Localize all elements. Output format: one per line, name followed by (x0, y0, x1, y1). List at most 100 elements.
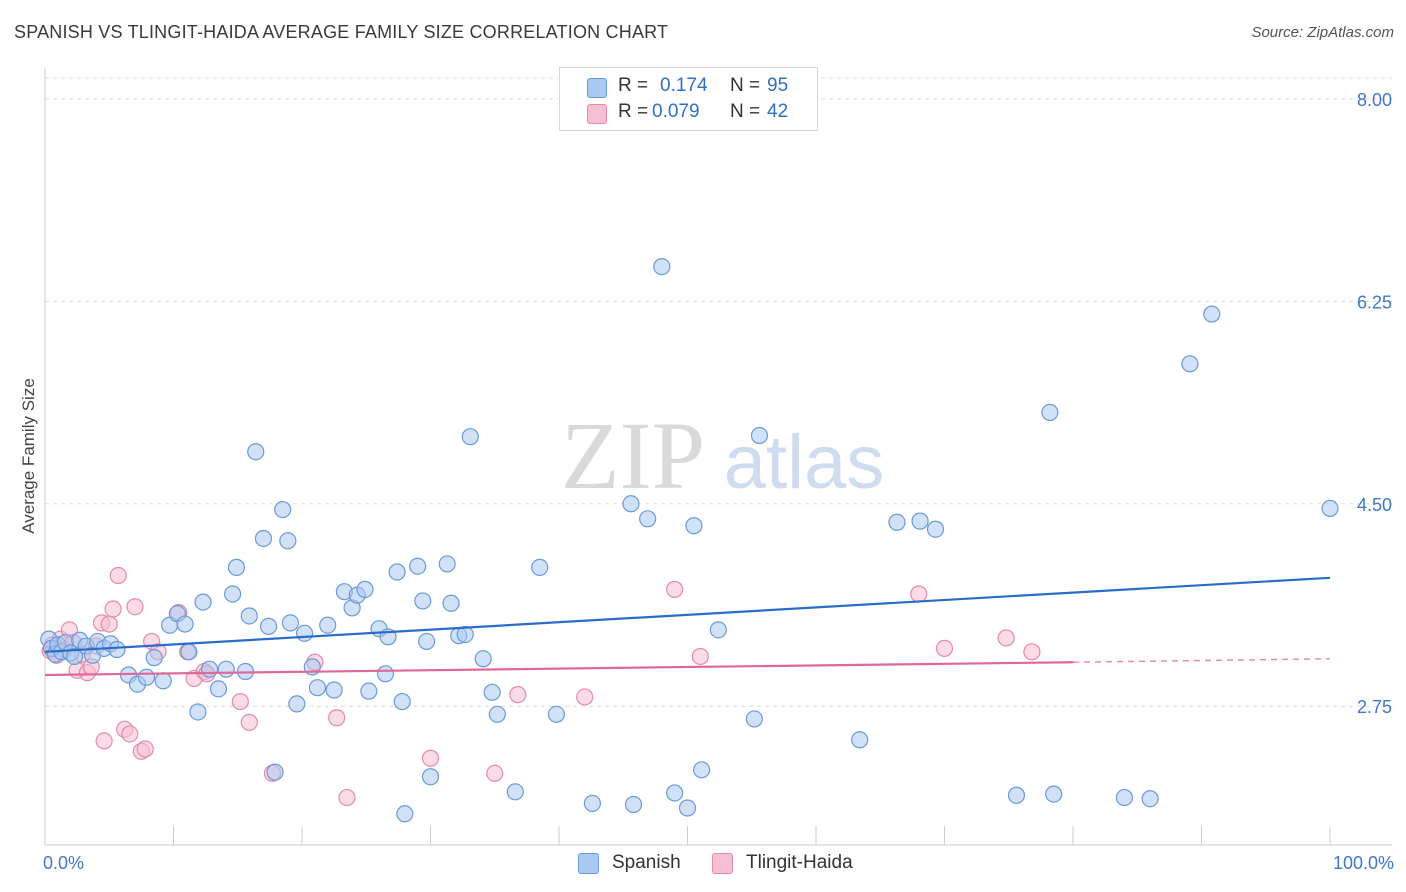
series-legend: Spanish Tlingit-Haida (0, 852, 1406, 876)
spanish-point (851, 731, 869, 749)
spanish-point (750, 426, 769, 445)
tlingit-haida-point (666, 580, 684, 598)
spanish-point (356, 580, 374, 598)
spanish-point (926, 520, 945, 538)
spanish-point (1181, 355, 1199, 373)
spanish-point (1115, 788, 1134, 807)
n-label: N = (730, 75, 761, 96)
spanish-point (709, 621, 727, 639)
tlingit-haida-point (109, 566, 127, 585)
spanish-point (279, 532, 297, 550)
tlingit-haida-point (935, 639, 954, 657)
spanish-point (414, 592, 432, 610)
spanish-point (266, 763, 284, 781)
spanish-point (409, 557, 427, 575)
spanish-point (421, 768, 440, 786)
n-label: N = (730, 101, 761, 122)
spanish-swatch (578, 853, 599, 874)
axes (44, 68, 1392, 846)
legend-row-spanish: R = 0.174 N = 95 (560, 75, 817, 101)
r-label: R = (618, 101, 649, 122)
spanish-point (583, 794, 602, 812)
spanish-point (911, 512, 929, 530)
spanish-point (240, 607, 258, 625)
spanish-point (678, 799, 697, 817)
tlingit-swatch (712, 853, 733, 874)
spanish-point (65, 647, 84, 666)
x-tick-label-max: 100.0% (1333, 853, 1394, 873)
legend-row-tlingit: R = 0.079 N = 42 (560, 101, 817, 127)
spanish-point (360, 682, 378, 700)
spanish-point (194, 593, 212, 611)
spanish-trend-line (44, 576, 1331, 653)
tlingit-haida-point (486, 764, 504, 782)
spanish-point (456, 625, 474, 644)
source-credit: Source: ZipAtlas.com (1251, 24, 1394, 41)
tlingit-swatch (587, 104, 607, 124)
y-tick-label: 4.50 (1357, 495, 1392, 515)
spanish-point (1203, 305, 1221, 323)
tlingit-haida-point (1023, 643, 1041, 661)
y-tick-label: 6.25 (1357, 292, 1392, 312)
spanish-point (483, 683, 501, 701)
tlingit-haida-point (136, 740, 154, 758)
spanish-n-value: 95 (767, 75, 789, 96)
spanish-point (154, 672, 172, 690)
spanish-point (888, 513, 906, 531)
spanish-point (639, 510, 657, 528)
spanish-point (393, 692, 411, 711)
spanish-point (176, 615, 194, 633)
spanish-point (745, 710, 763, 728)
spanish-point (308, 679, 327, 697)
tlingit-haida-point (100, 615, 118, 633)
spanish-point (288, 695, 306, 713)
spanish-point (145, 649, 163, 667)
trend-lines (44, 576, 1331, 677)
spanish-point (227, 558, 246, 576)
tlingit-trend-line (44, 661, 1074, 677)
spanish-point (325, 681, 343, 699)
r-label: R = (618, 75, 649, 96)
tlingit-n-value: 42 (767, 101, 789, 122)
legend-tlingit-label: Tlingit-Haida (746, 852, 853, 873)
spanish-point (189, 703, 207, 721)
tlingit-haida-point (997, 629, 1015, 647)
spanish-point (217, 660, 235, 678)
spanish-point (1041, 403, 1059, 421)
spanish-point (1321, 499, 1339, 517)
spanish-point (200, 660, 219, 678)
tlingit-haida-point (509, 686, 527, 704)
watermark-zip: ZIP (561, 402, 705, 509)
spanish-point (438, 555, 456, 573)
spanish-point (224, 585, 242, 603)
tlingit-haida-point (576, 688, 594, 706)
spanish-point (693, 761, 711, 779)
spanish-point (418, 632, 436, 651)
watermark-atlas: atlas (724, 420, 885, 505)
spanish-point (653, 258, 671, 276)
y-tick-label: 2.75 (1357, 697, 1392, 717)
spanish-point (547, 705, 566, 723)
tlingit-haida-point (121, 725, 139, 743)
spanish-point (666, 784, 684, 802)
tlingit-haida-point (338, 788, 356, 807)
spanish-point (254, 529, 273, 548)
spanish-swatch (587, 78, 607, 98)
spanish-point (1007, 786, 1026, 804)
y-tick-labels: 2.75 4.50 6.25 8.00 (1357, 90, 1392, 717)
chart-title: SPANISH VS TLINGIT-HAIDA AVERAGE FAMILY … (14, 22, 669, 42)
y-tick-label: 8.00 (1357, 90, 1392, 110)
spanish-points (40, 258, 1339, 823)
spanish-point (295, 624, 314, 642)
spanish-point (376, 665, 395, 683)
spanish-r-value: 0.174 (660, 75, 708, 96)
x-tick-label-min: 0.0% (43, 853, 84, 873)
spanish-point (396, 805, 414, 823)
spanish-point (388, 563, 406, 581)
spanish-point (474, 650, 492, 668)
spanish-point (108, 640, 126, 659)
spanish-point (461, 428, 479, 446)
spanish-point (1045, 785, 1063, 803)
spanish-point (506, 783, 524, 801)
